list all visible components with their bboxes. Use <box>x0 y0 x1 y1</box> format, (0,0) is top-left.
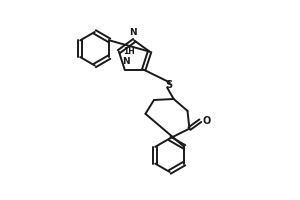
Text: N: N <box>122 57 130 66</box>
Text: 1H: 1H <box>123 47 135 56</box>
Text: O: O <box>203 116 211 126</box>
Text: S: S <box>165 80 172 90</box>
Text: N: N <box>129 28 137 37</box>
